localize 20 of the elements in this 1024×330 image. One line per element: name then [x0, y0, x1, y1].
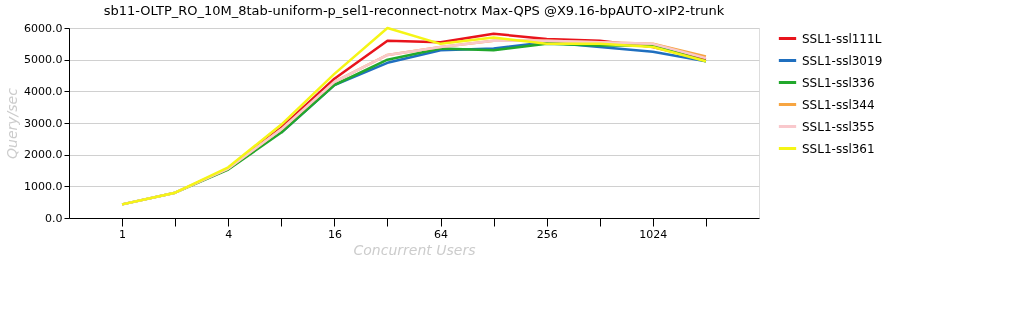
legend-label: SSL1-ssl336 — [802, 75, 875, 90]
x-tick-label: 64 — [434, 227, 449, 241]
x-tick-label: 1024 — [639, 227, 668, 241]
y-tick-label: 6000.0 — [24, 21, 63, 35]
x-tick-label: 4 — [225, 227, 233, 241]
legend-label: SSL1-ssl3019 — [802, 53, 883, 68]
y-tick-label: 0.0 — [45, 211, 63, 225]
legend-label: SSL1-ssl111L — [802, 31, 882, 46]
y-tick-label: 3000.0 — [24, 116, 63, 130]
x-tick-label: 16 — [327, 227, 342, 241]
y-tick-label: 2000.0 — [24, 148, 63, 162]
legend-label: SSL1-ssl355 — [802, 119, 875, 134]
legend-label: SSL1-ssl344 — [802, 97, 875, 112]
y-tick-label: 5000.0 — [24, 53, 63, 67]
y-tick-label: 4000.0 — [24, 84, 63, 98]
x-tick-label: 256 — [536, 227, 558, 241]
chart-title: sb11-OLTP_RO_10M_8tab-uniform-p_sel1-reconnect-notrx Max-QPS @X9.16-bpAUTO-xIP2-trunk — [103, 3, 725, 18]
y-tick-label: 1000.0 — [24, 179, 63, 193]
legend-label: SSL1-ssl361 — [802, 141, 875, 156]
x-tick-label: 1 — [119, 227, 127, 241]
